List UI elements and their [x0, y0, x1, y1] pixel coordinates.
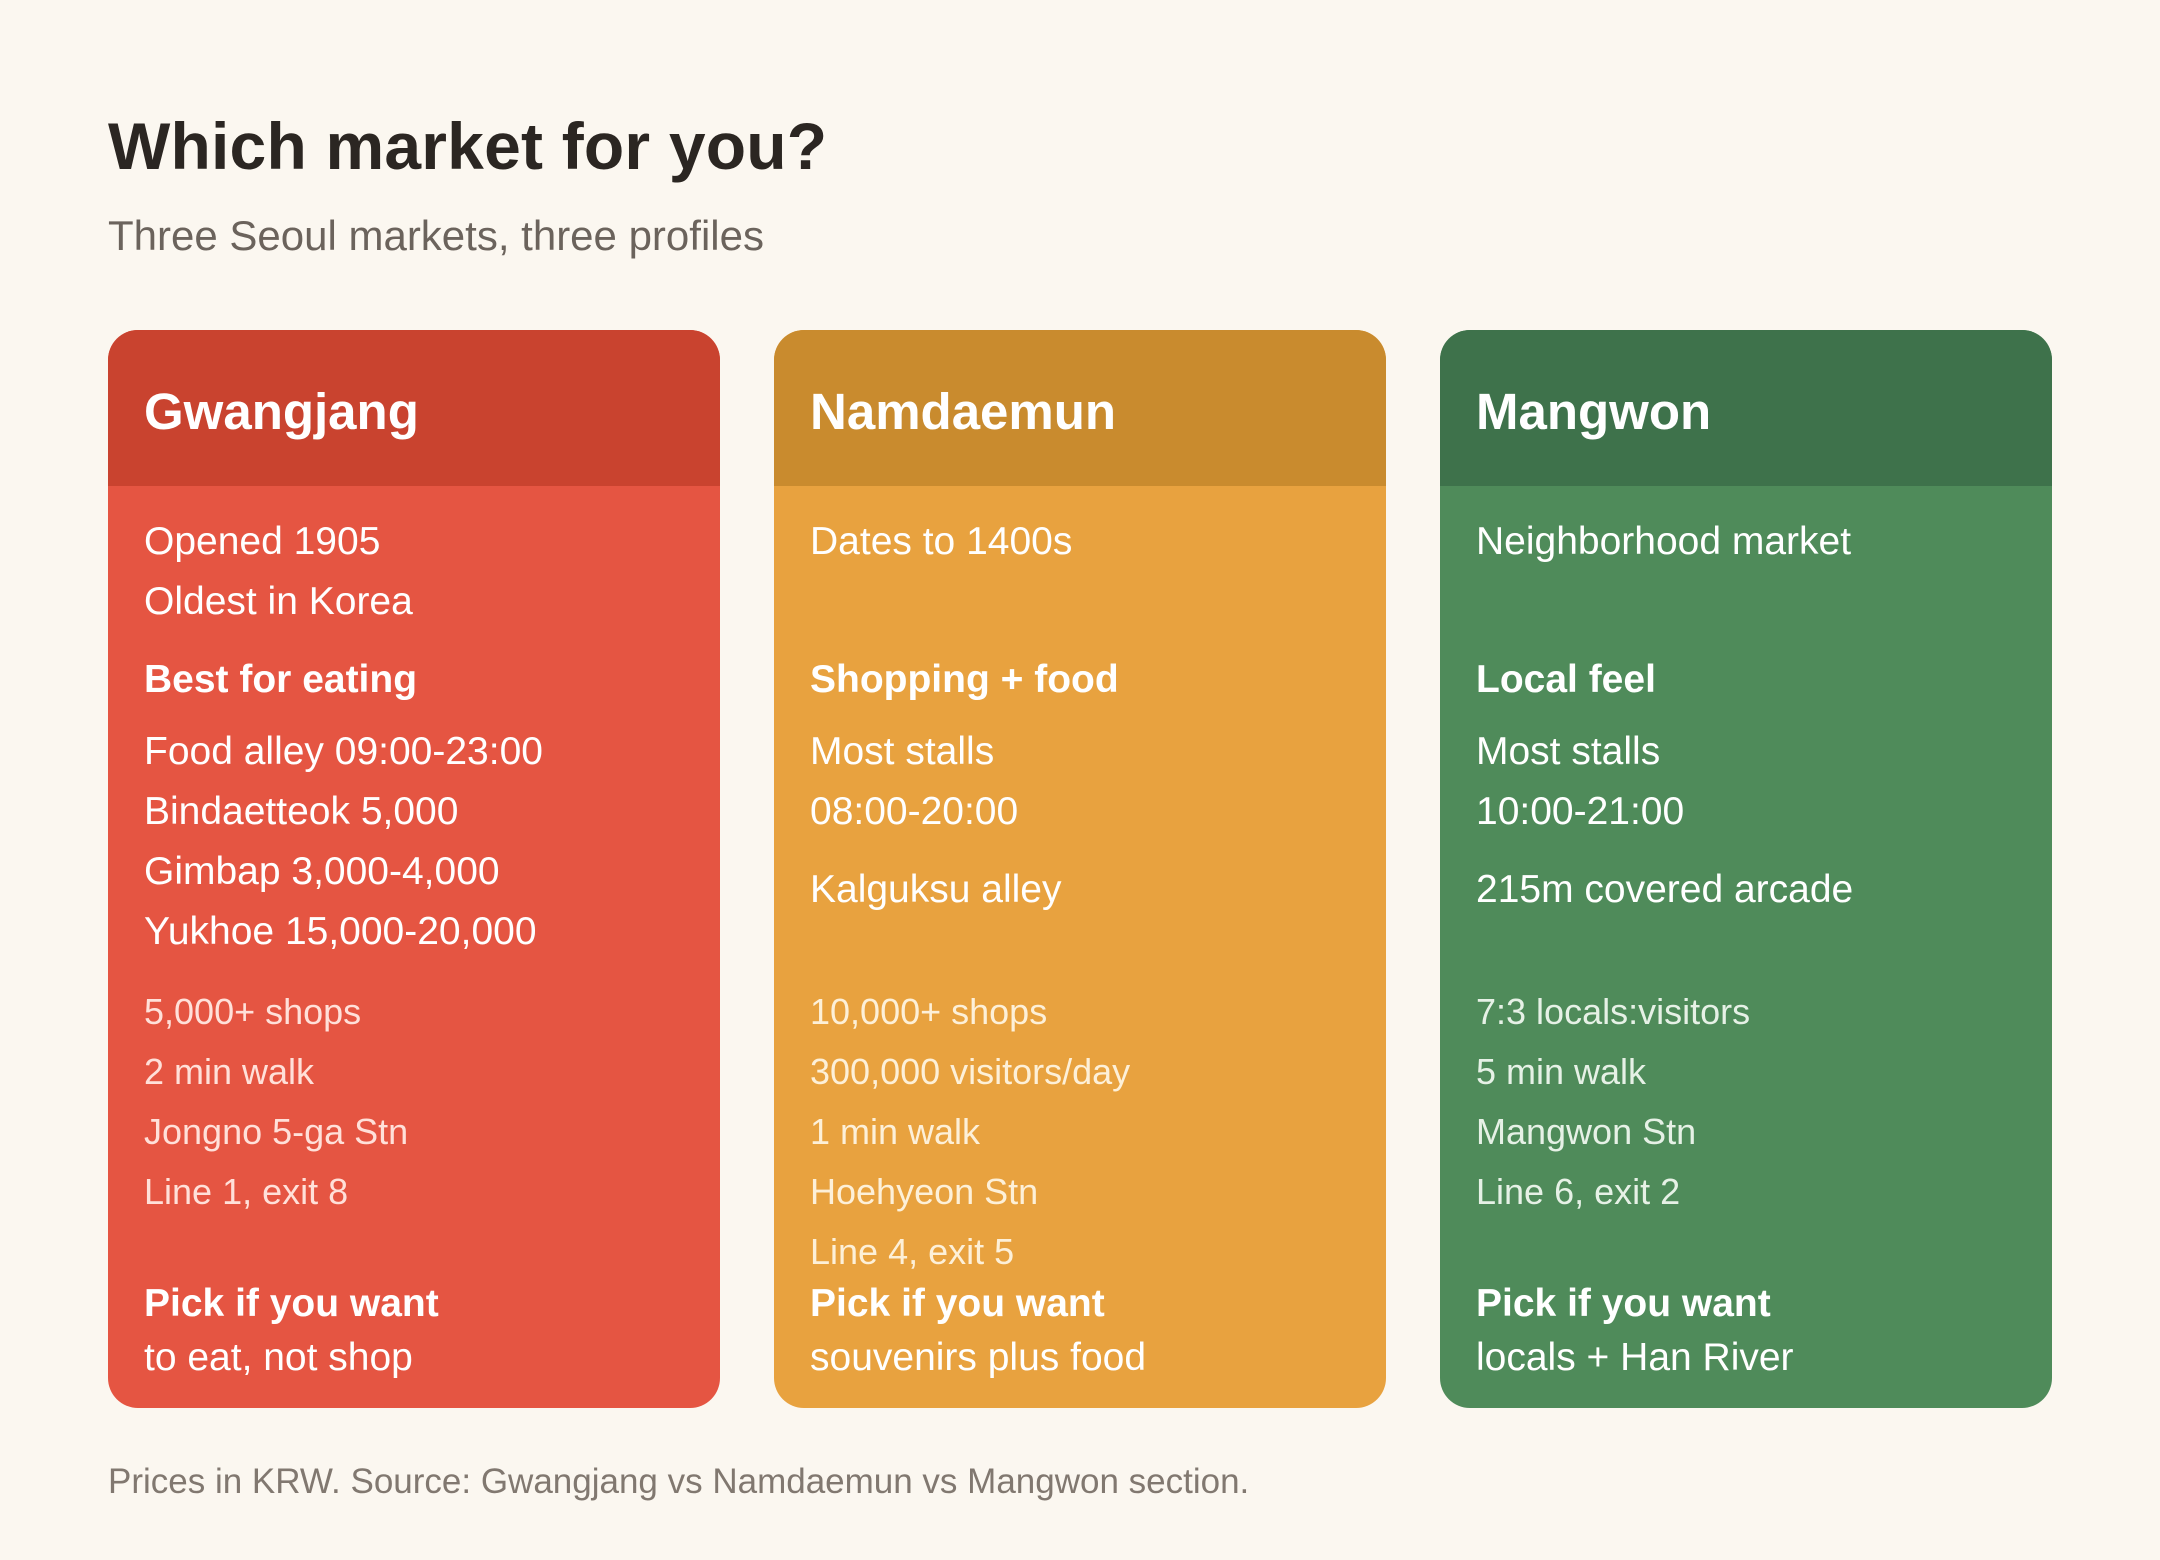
market-name: Gwangjang — [144, 383, 419, 440]
intro-line: Opened 1905 — [144, 520, 381, 563]
market-name: Mangwon — [1476, 383, 1712, 440]
intro-line: Dates to 1400s — [810, 520, 1073, 563]
pick-label: Pick if you want — [1476, 1282, 1771, 1325]
stat-line: Jongno 5-ga Stn — [144, 1111, 409, 1152]
card-body: Dates to 1400s Shopping + food Most stal… — [774, 486, 1386, 1408]
highlight-label: Best for eating — [144, 658, 418, 701]
detail-line: Bindaetteok 5,000 — [144, 790, 459, 833]
stat-line: 7:3 locals:visitors — [1476, 991, 1751, 1032]
card-header: Mangwon — [1440, 330, 2052, 486]
stat-line: Line 6, exit 2 — [1476, 1171, 1681, 1212]
card-body: Opened 1905 Oldest in Korea Best for eat… — [108, 486, 720, 1408]
detail-line: Gimbap 3,000-4,000 — [144, 850, 500, 893]
market-name: Namdaemun — [810, 383, 1117, 440]
stat-line: Line 1, exit 8 — [144, 1171, 349, 1212]
detail-line: Most stalls — [1476, 730, 1661, 773]
stat-line: Hoehyeon Stn — [810, 1171, 1039, 1212]
intro-line: Oldest in Korea — [144, 580, 413, 623]
page-subtitle: Three Seoul markets, three profiles — [108, 212, 764, 259]
page-title: Which market for you? — [108, 109, 828, 183]
detail-line: 08:00-20:00 — [810, 790, 1019, 833]
card-header: Namdaemun — [774, 330, 1386, 486]
source-footnote: Prices in KRW. Source: Gwangjang vs Namd… — [108, 1462, 1250, 1501]
detail-line: Food alley 09:00-23:00 — [144, 730, 543, 773]
stat-line: Mangwon Stn — [1476, 1111, 1697, 1152]
pick-value: to eat, not shop — [144, 1336, 413, 1379]
stat-line: 10,000+ shops — [810, 991, 1048, 1032]
card-body: Neighborhood market Local feel Most stal… — [1440, 486, 2052, 1408]
stat-line: 2 min walk — [144, 1051, 315, 1092]
detail-line: 10:00-21:00 — [1476, 790, 1685, 833]
card-header: Gwangjang — [108, 330, 720, 486]
detail-line: 215m covered arcade — [1476, 868, 1854, 911]
market-card-namdaemun: Namdaemun Dates to 1400s Shopping + food… — [774, 330, 1386, 1408]
stat-line: 5 min walk — [1476, 1051, 1647, 1092]
market-card-mangwon: Mangwon Neighborhood market Local feel M… — [1440, 330, 2052, 1408]
pick-label: Pick if you want — [810, 1282, 1105, 1325]
market-card-gwangjang: Gwangjang Opened 1905 Oldest in Korea Be… — [108, 330, 720, 1408]
stat-line: 300,000 visitors/day — [810, 1051, 1131, 1092]
intro-line: Neighborhood market — [1476, 520, 1852, 563]
stat-line: 1 min walk — [810, 1111, 981, 1152]
highlight-label: Local feel — [1476, 658, 1656, 701]
market-cards: Gwangjang Opened 1905 Oldest in Korea Be… — [108, 330, 2052, 1408]
highlight-label: Shopping + food — [810, 658, 1119, 701]
pick-value: souvenirs plus food — [810, 1336, 1147, 1379]
pick-value: locals + Han River — [1476, 1336, 1794, 1379]
detail-line: Yukhoe 15,000-20,000 — [144, 910, 537, 953]
pick-label: Pick if you want — [144, 1282, 439, 1325]
detail-line: Most stalls — [810, 730, 995, 773]
stat-line: Line 4, exit 5 — [810, 1231, 1015, 1272]
detail-line: Kalguksu alley — [810, 868, 1062, 911]
stat-line: 5,000+ shops — [144, 991, 362, 1032]
